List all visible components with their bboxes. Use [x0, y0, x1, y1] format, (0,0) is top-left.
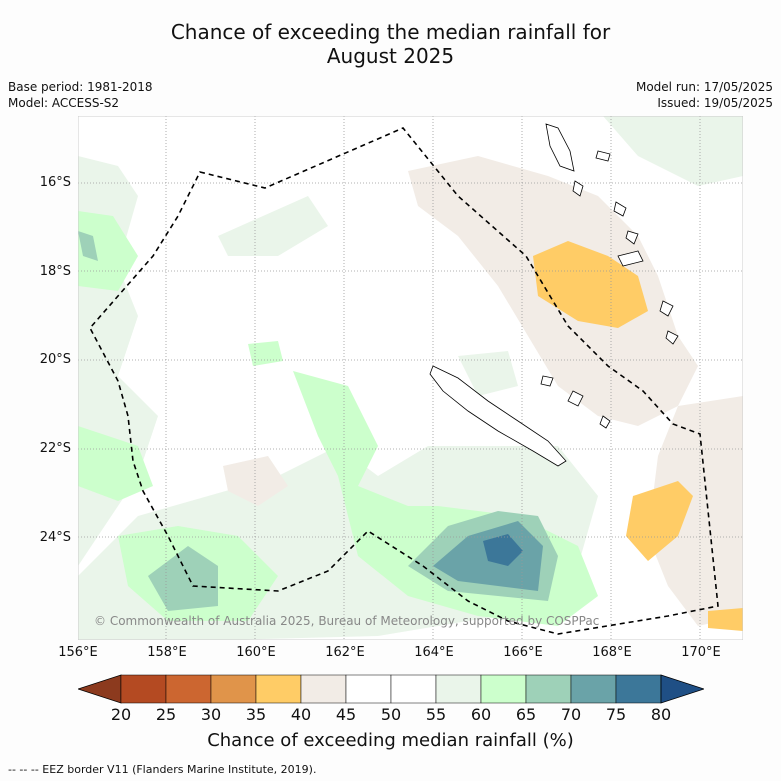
- lon-label-156e: 156°E: [58, 645, 98, 660]
- colorbar-tick-80: 80: [650, 705, 672, 724]
- region-65-70-south: [148, 546, 218, 611]
- lon-label-160e: 160°E: [236, 645, 276, 660]
- lat-label-16s: 16°S: [39, 175, 71, 190]
- colorbar-bin-50-55: [390, 674, 437, 704]
- region-35-40-se: [708, 608, 743, 631]
- colorbar-low-extend: [78, 674, 122, 704]
- lat-label-22s: 22°S: [39, 441, 71, 456]
- issued-date: Issued: 19/05/2025: [657, 96, 773, 110]
- lon-label-168e: 168°E: [592, 645, 632, 660]
- colorbar-bin-70-75: [570, 674, 617, 704]
- colorbar-bin-35-40: [255, 674, 302, 704]
- colorbar-bin-60-65: [480, 674, 527, 704]
- lat-label-18s: 18°S: [39, 264, 71, 279]
- colorbar-bin-40-45: [300, 674, 347, 704]
- lon-label-170e: 170°E: [681, 645, 721, 660]
- colorbar-tick-55: 55: [425, 705, 447, 724]
- colorbar-bin-20-25: [120, 674, 167, 704]
- new-caledonia-island: [429, 365, 567, 467]
- rainfall-map: [78, 116, 743, 640]
- colorbar-bin-55-60: [435, 674, 482, 704]
- chart-title-line2: August 2025: [326, 44, 455, 68]
- lon-label-164e: 164°E: [414, 645, 454, 660]
- region-55-60-island: [458, 351, 518, 396]
- lon-label-162e: 162°E: [325, 645, 365, 660]
- region-40-45-west: [223, 456, 288, 506]
- copyright-notice: © Commonwealth of Australia 2025, Bureau…: [94, 614, 600, 628]
- colorbar-bin-65-70: [525, 674, 572, 704]
- region-55-60-ne: [603, 116, 743, 186]
- colorbar-tick-35: 35: [245, 705, 267, 724]
- region-55-60-central: [218, 196, 328, 256]
- colorbar-bin-75-80: [615, 674, 662, 704]
- lat-label-24s: 24°S: [39, 530, 71, 545]
- colorbar-tick-20: 20: [110, 705, 132, 724]
- eez-border: [89, 127, 719, 635]
- lon-label-166e: 166°E: [503, 645, 543, 660]
- region-75-80: [483, 534, 523, 566]
- colorbar-bin-45-50: [345, 674, 392, 704]
- model-run: Model run: 17/05/2025: [635, 80, 773, 94]
- colorbar-tick-60: 60: [470, 705, 492, 724]
- region-35-40-ne: [533, 241, 648, 328]
- colorbar-tick-75: 75: [605, 705, 627, 724]
- region-60-65-west2: [78, 426, 153, 501]
- base-period: Base period: 1981-2018: [8, 80, 153, 94]
- colorbar-label: Chance of exceeding median rainfall (%): [207, 730, 574, 751]
- chart-title-line1: Chance of exceeding the median rainfall …: [170, 20, 611, 44]
- lat-label-20s: 20°S: [39, 352, 71, 367]
- eez-footer-note: -- -- -- EEZ border V11 (Flanders Marine…: [8, 763, 317, 776]
- colorbar-high-extend: [660, 674, 704, 704]
- lon-label-158e: 158°E: [147, 645, 187, 660]
- model-name: Model: ACCESS-S2: [8, 96, 120, 110]
- colorbar-tick-70: 70: [560, 705, 582, 724]
- colorbar-bin-25-30: [165, 674, 212, 704]
- vanuatu-islands: [540, 123, 679, 429]
- colorbar-tick-40: 40: [290, 705, 312, 724]
- region-60-65-small: [248, 341, 283, 366]
- colorbar-tick-50: 50: [380, 705, 402, 724]
- region-40-45-east: [648, 396, 743, 626]
- region-35-40-east: [626, 481, 693, 561]
- colorbar: [78, 674, 704, 704]
- region-65-70-west: [78, 231, 98, 261]
- colorbar-tick-30: 30: [200, 705, 222, 724]
- colorbar-tick-25: 25: [155, 705, 177, 724]
- colorbar-tick-45: 45: [335, 705, 357, 724]
- colorbar-tick-65: 65: [515, 705, 537, 724]
- colorbar-bin-30-35: [210, 674, 257, 704]
